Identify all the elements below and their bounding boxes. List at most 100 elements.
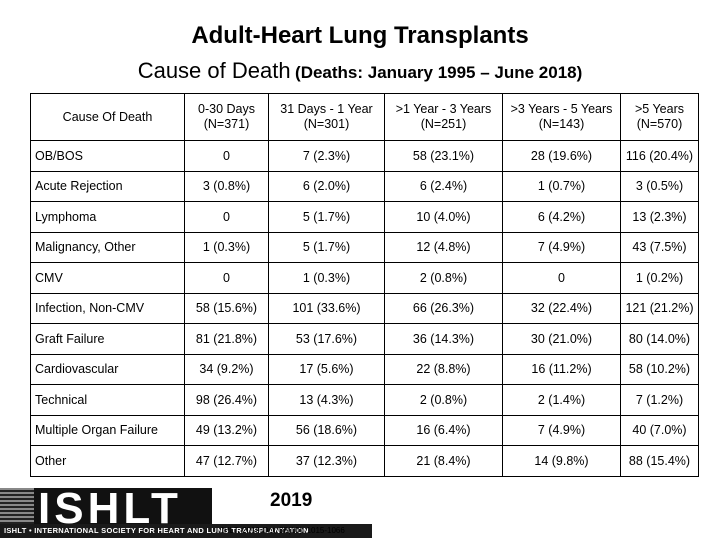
- row-cause: Graft Failure: [30, 323, 185, 355]
- header-n: (N=371): [203, 117, 250, 131]
- society-name: ISHLT • INTERNATIONAL SOCIETY FOR HEART …: [0, 524, 372, 538]
- ishlt-footer: ISHLT ISHLT • INTERNATIONAL SOCIETY FOR …: [0, 488, 372, 540]
- table-row: Technical 98 (26.4%) 13 (4.3%) 2 (0.8%) 2 (1…: [30, 384, 699, 416]
- row-value: 1 (0.7%): [502, 170, 621, 202]
- slide-subtitle: Cause of Death (Deaths: January 1995 – J…: [0, 56, 720, 89]
- row-value: 5 (1.7%): [268, 231, 385, 263]
- header-n: (N=301): [303, 117, 350, 131]
- row-value: 1 (0.3%): [268, 262, 385, 294]
- row-value: 6 (4.2%): [502, 201, 621, 233]
- table-row: Lymphoma 0 5 (1.7%) 10 (4.0%) 6 (4.2%) 13 (2.…: [30, 201, 699, 233]
- table-row: Cardiovascular 34 (9.2%) 17 (5.6%) 22 (8.8%…: [30, 353, 699, 385]
- row-value: 22 (8.8%): [384, 353, 503, 385]
- row-value: 2 (0.8%): [384, 384, 503, 416]
- row-value: 98 (26.4%): [184, 384, 269, 416]
- table-row: Acute Rejection 3 (0.8%) 6 (2.0%) 6 (2.4%) 1…: [30, 170, 699, 202]
- cause-of-death-table: Cause Of Death 0-30 Days (N=371) 31 Days…: [30, 93, 699, 477]
- row-value: 80 (14.0%): [620, 323, 699, 355]
- header-n: (N=251): [420, 117, 467, 131]
- header-n: (N=143): [538, 117, 585, 131]
- row-value: 1 (0.3%): [184, 231, 269, 263]
- table-row: CMV 0 1 (0.3%) 2 (0.8%) 0 1 (0.2%): [30, 262, 699, 294]
- header-col-3-5-years: >3 Years - 5 Years (N=143): [502, 93, 621, 141]
- header-cause: Cause Of Death: [30, 93, 185, 141]
- row-value: 40 (7.0%): [620, 414, 699, 446]
- row-cause: Malignancy, Other: [30, 231, 185, 263]
- header-label: >1 Year - 3 Years: [395, 102, 492, 116]
- row-value: 7 (1.2%): [620, 384, 699, 416]
- row-value: 81 (21.8%): [184, 323, 269, 355]
- row-value: 66 (26.3%): [384, 292, 503, 324]
- header-col-1-3-years: >1 Year - 3 Years (N=251): [384, 93, 503, 141]
- header-n: (N=570): [636, 117, 683, 131]
- row-cause: OB/BOS: [30, 140, 185, 172]
- row-value: 16 (11.2%): [502, 353, 621, 385]
- row-value: 121 (21.2%): [620, 292, 699, 324]
- header-col-0-30-days: 0-30 Days (N=371): [184, 93, 269, 141]
- row-value: 14 (9.8%): [502, 445, 621, 477]
- row-value: 32 (22.4%): [502, 292, 621, 324]
- row-value: 7 (4.9%): [502, 231, 621, 263]
- row-value: 0: [184, 140, 269, 172]
- row-value: 88 (15.4%): [620, 445, 699, 477]
- header-label: 0-30 Days: [198, 102, 255, 116]
- logo-text: ISHLT: [38, 488, 182, 524]
- row-cause: Cardiovascular: [30, 353, 185, 385]
- table-row: Multiple Organ Failure 49 (13.2%) 56 (18.6…: [30, 414, 699, 446]
- table-row: Infection, Non-CMV 58 (15.6%) 101 (33.6%) 6…: [30, 292, 699, 324]
- citation: JHLT. 2019 Oct; 38(10): 1015-1066: [220, 526, 345, 535]
- header-col-5-plus-years: >5 Years (N=570): [620, 93, 699, 141]
- row-cause: Other: [30, 445, 185, 477]
- subtitle-main: Cause of Death: [137, 58, 291, 83]
- row-value: 58 (15.6%): [184, 292, 269, 324]
- row-value: 58 (23.1%): [384, 140, 503, 172]
- table-row: Graft Failure 81 (21.8%) 53 (17.6%) 36 (14.…: [30, 323, 699, 355]
- row-cause: Infection, Non-CMV: [30, 292, 185, 324]
- row-value: 28 (19.6%): [502, 140, 621, 172]
- row-value: 7 (4.9%): [502, 414, 621, 446]
- row-value: 116 (20.4%): [620, 140, 699, 172]
- row-value: 34 (9.2%): [184, 353, 269, 385]
- row-cause: Lymphoma: [30, 201, 185, 233]
- row-value: 30 (21.0%): [502, 323, 621, 355]
- row-cause: Multiple Organ Failure: [30, 414, 185, 446]
- row-value: 56 (18.6%): [268, 414, 385, 446]
- row-cause: CMV: [30, 262, 185, 294]
- row-value: 5 (1.7%): [268, 201, 385, 233]
- subtitle-date-range: (Deaths: January 1995 – June 2018): [295, 63, 583, 82]
- row-value: 49 (13.2%): [184, 414, 269, 446]
- row-value: 2 (0.8%): [384, 262, 503, 294]
- row-value: 53 (17.6%): [268, 323, 385, 355]
- row-value: 1 (0.2%): [620, 262, 699, 294]
- header-label: >3 Years - 5 Years: [510, 102, 613, 116]
- row-value: 43 (7.5%): [620, 231, 699, 263]
- row-value: 10 (4.0%): [384, 201, 503, 233]
- slide-title: Adult-Heart Lung Transplants: [191, 22, 529, 49]
- row-value: 37 (12.3%): [268, 445, 385, 477]
- ishlt-logo: ISHLT: [0, 488, 212, 524]
- row-value: 101 (33.6%): [268, 292, 385, 324]
- row-value: 12 (4.8%): [384, 231, 503, 263]
- table-header-row: Cause Of Death 0-30 Days (N=371) 31 Days…: [30, 93, 699, 141]
- row-value: 47 (12.7%): [184, 445, 269, 477]
- header-label: >5 Years: [634, 102, 684, 116]
- header-label: 31 Days - 1 Year: [280, 102, 373, 116]
- row-value: 6 (2.0%): [268, 170, 385, 202]
- row-value: 3 (0.8%): [184, 170, 269, 202]
- table-row: Other 47 (12.7%) 37 (12.3%) 21 (8.4%) 14 (9.…: [30, 445, 699, 477]
- row-value: 58 (10.2%): [620, 353, 699, 385]
- row-value: 0: [184, 201, 269, 233]
- header-col-31-days-1-year: 31 Days - 1 Year (N=301): [268, 93, 385, 141]
- row-value: 16 (6.4%): [384, 414, 503, 446]
- row-value: 0: [184, 262, 269, 294]
- row-value: 21 (8.4%): [384, 445, 503, 477]
- row-cause: Acute Rejection: [30, 170, 185, 202]
- row-value: 36 (14.3%): [384, 323, 503, 355]
- table-row: Malignancy, Other 1 (0.3%) 5 (1.7%) 12 (4.8…: [30, 231, 699, 263]
- row-value: 13 (4.3%): [268, 384, 385, 416]
- row-value: 0: [502, 262, 621, 294]
- row-value: 17 (5.6%): [268, 353, 385, 385]
- table-row: OB/BOS 0 7 (2.3%) 58 (23.1%) 28 (19.6%) 116 (…: [30, 140, 699, 172]
- row-value: 6 (2.4%): [384, 170, 503, 202]
- logo-stripes: [0, 488, 34, 524]
